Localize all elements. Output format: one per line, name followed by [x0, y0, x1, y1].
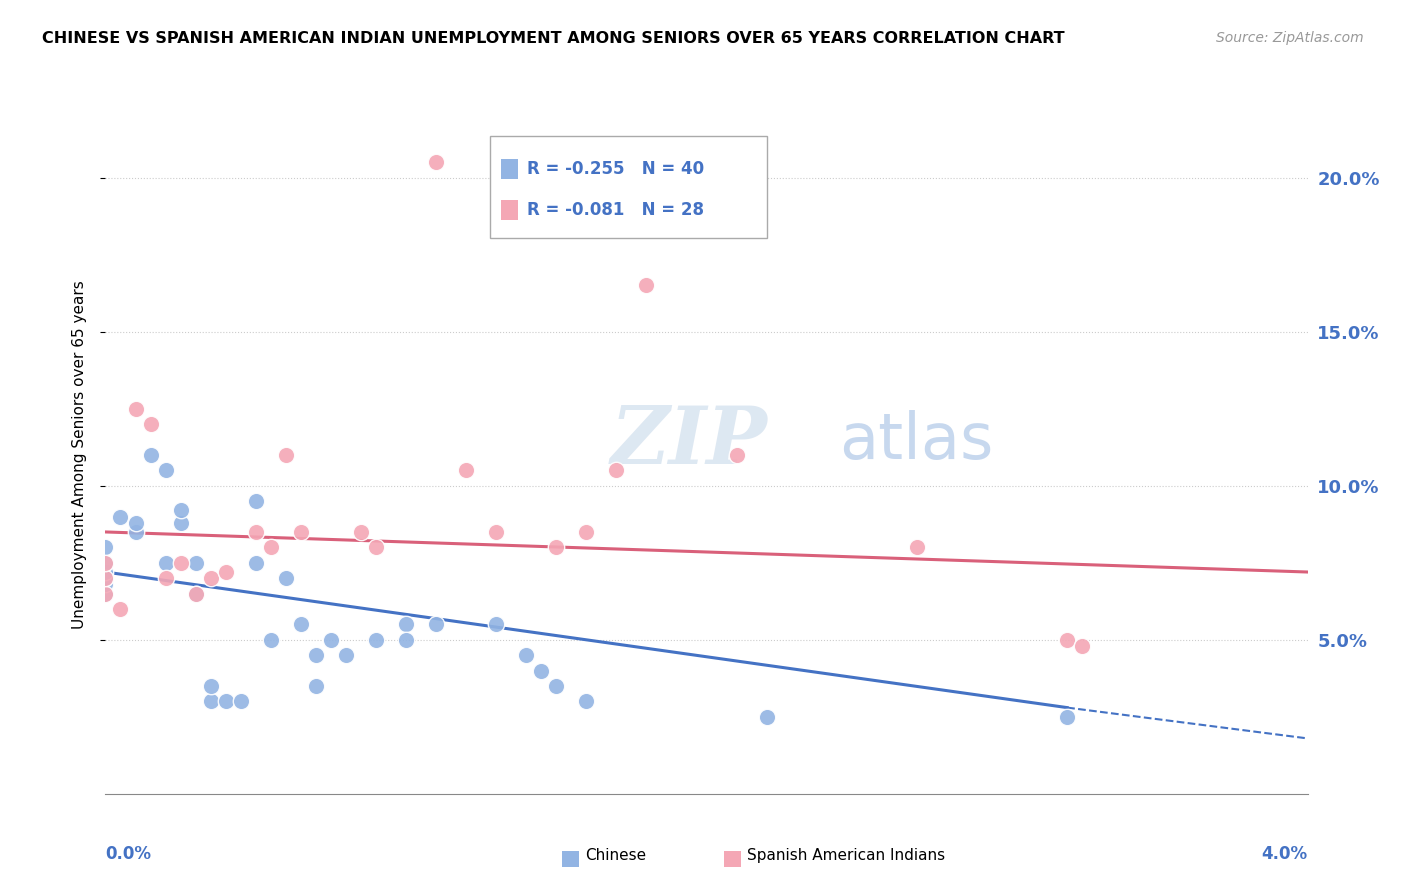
Point — [305, 679, 328, 693]
Point — [94, 565, 117, 579]
Point — [110, 509, 132, 524]
Point — [94, 586, 117, 600]
Point — [905, 541, 928, 555]
Point — [260, 632, 283, 647]
Point — [245, 494, 267, 508]
Point — [200, 694, 222, 708]
Point — [395, 632, 418, 647]
Point — [335, 648, 357, 663]
Text: Spanish American Indians: Spanish American Indians — [747, 848, 945, 863]
Point — [290, 524, 312, 539]
Text: ZIP: ZIP — [610, 402, 768, 480]
Point — [94, 586, 117, 600]
Text: Source: ZipAtlas.com: Source: ZipAtlas.com — [1216, 31, 1364, 45]
Point — [155, 463, 177, 477]
Point — [575, 694, 598, 708]
Point — [364, 632, 387, 647]
Point — [94, 571, 117, 585]
Point — [214, 694, 236, 708]
Point — [169, 516, 191, 530]
Point — [124, 516, 146, 530]
Point — [94, 556, 117, 570]
Point — [184, 586, 207, 600]
Point — [546, 679, 568, 693]
Point — [274, 448, 297, 462]
Text: R = -0.255   N = 40: R = -0.255 N = 40 — [527, 161, 704, 178]
Point — [155, 556, 177, 570]
Point — [94, 571, 117, 585]
Point — [124, 524, 146, 539]
Point — [200, 571, 222, 585]
Point — [139, 448, 162, 462]
Point — [1056, 710, 1078, 724]
Point — [395, 617, 418, 632]
Point — [364, 541, 387, 555]
Text: atlas: atlas — [839, 410, 993, 473]
Point — [94, 556, 117, 570]
Point — [575, 524, 598, 539]
Point — [184, 586, 207, 600]
Point — [214, 565, 236, 579]
Point — [260, 541, 283, 555]
Point — [169, 503, 191, 517]
Point — [229, 694, 252, 708]
Point — [350, 524, 373, 539]
Point — [454, 463, 477, 477]
Point — [139, 417, 162, 431]
Point — [200, 679, 222, 693]
Text: CHINESE VS SPANISH AMERICAN INDIAN UNEMPLOYMENT AMONG SENIORS OVER 65 YEARS CORR: CHINESE VS SPANISH AMERICAN INDIAN UNEMP… — [42, 31, 1064, 46]
Point — [755, 710, 778, 724]
Point — [245, 556, 267, 570]
Point — [725, 448, 748, 462]
Point — [305, 648, 328, 663]
Point — [319, 632, 342, 647]
Point — [425, 617, 447, 632]
Point — [94, 577, 117, 591]
Text: R = -0.081   N = 28: R = -0.081 N = 28 — [527, 201, 703, 219]
Point — [290, 617, 312, 632]
Point — [184, 556, 207, 570]
Text: 0.0%: 0.0% — [105, 845, 152, 863]
Text: 4.0%: 4.0% — [1261, 845, 1308, 863]
Point — [1056, 632, 1078, 647]
Point — [94, 541, 117, 555]
Point — [485, 524, 508, 539]
Point — [530, 664, 553, 678]
Point — [274, 571, 297, 585]
Point — [124, 401, 146, 416]
Point — [1071, 639, 1094, 653]
Y-axis label: Unemployment Among Seniors over 65 years: Unemployment Among Seniors over 65 years — [72, 281, 87, 629]
Point — [485, 617, 508, 632]
Point — [245, 524, 267, 539]
Point — [110, 602, 132, 616]
Point — [546, 541, 568, 555]
Point — [636, 278, 658, 293]
Point — [425, 155, 447, 169]
Text: Chinese: Chinese — [585, 848, 645, 863]
Point — [169, 556, 191, 570]
Point — [605, 463, 627, 477]
Point — [155, 571, 177, 585]
Point — [515, 648, 537, 663]
